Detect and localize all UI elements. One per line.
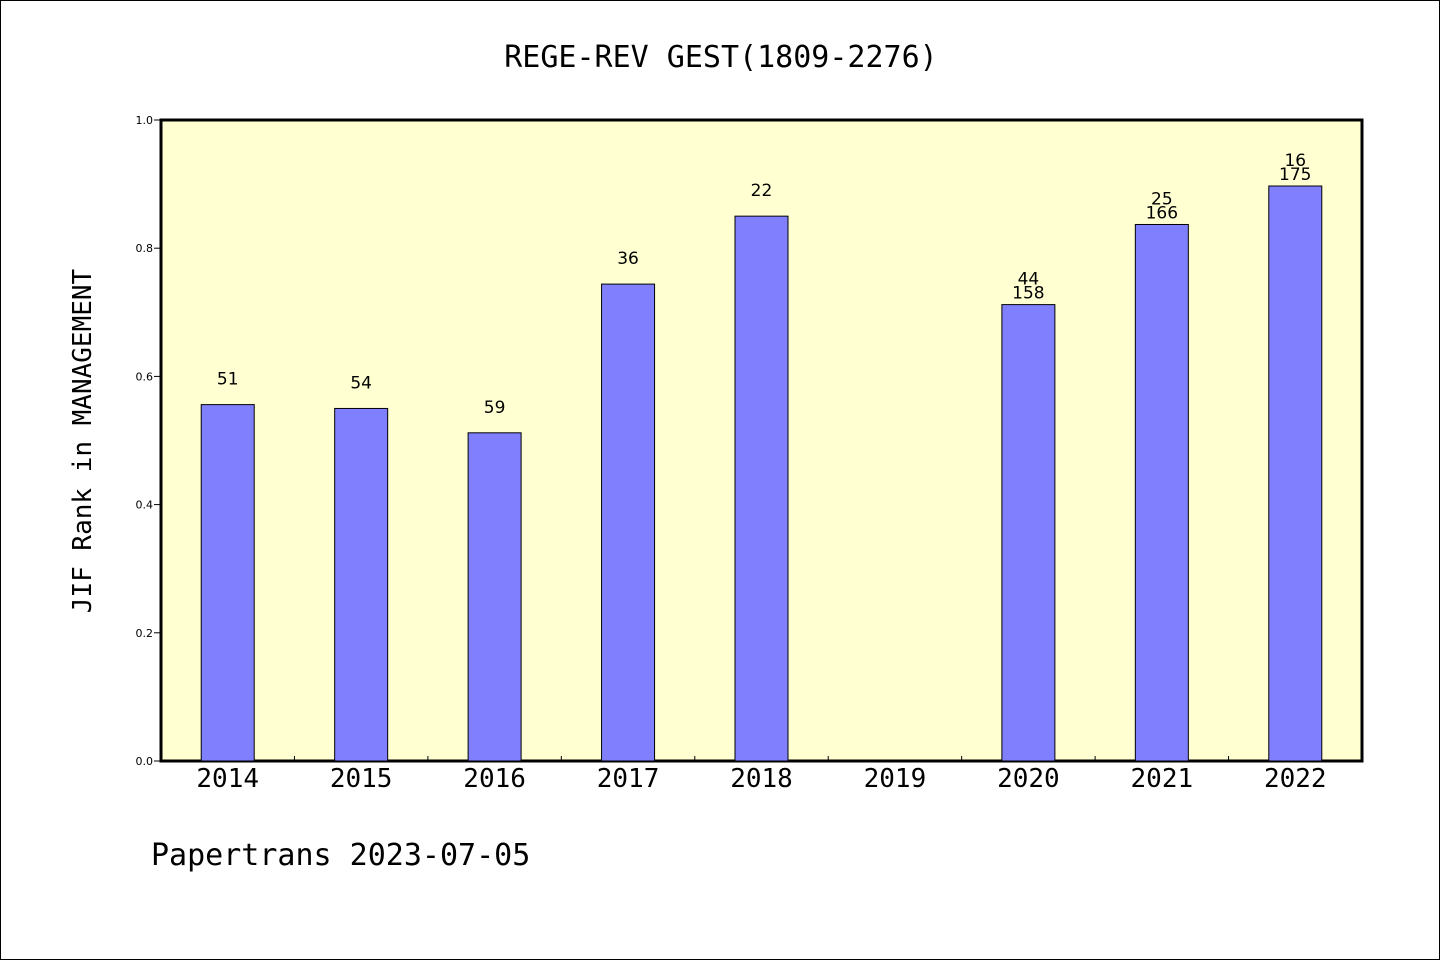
bar — [601, 283, 656, 762]
x-tick-label: 2021 — [1131, 764, 1194, 794]
x-tick-label: 2019 — [864, 764, 927, 794]
y-tick-label: 0.4 — [136, 499, 154, 512]
bar-data-label-rank: 25 — [1151, 189, 1173, 209]
bar-data-label-total: 175 — [1279, 165, 1311, 185]
y-axis-label: JIF Rank in MANAGEMENT — [68, 268, 98, 613]
y-tick-label: 0.2 — [136, 627, 154, 640]
bar-series — [200, 185, 1323, 762]
x-tick-label: 2015 — [330, 764, 393, 794]
footer-credit: Papertrans 2023-07-05 — [151, 838, 530, 873]
x-tick-label: 2022 — [1264, 764, 1327, 794]
bar-data-label: 36 — [617, 249, 639, 269]
bar-data-label-rank: 16 — [1284, 151, 1306, 171]
bar — [1268, 185, 1323, 762]
bar — [734, 215, 789, 762]
bar-data-label: 54 — [350, 373, 372, 393]
bar — [334, 407, 389, 762]
bar — [467, 432, 522, 762]
bar-data-label: 22 — [751, 181, 773, 201]
bar-data-label: 51 — [217, 370, 239, 390]
x-axis: 2014 2015 2016 2017 2018 2019 2020 2021 2022 — [196, 756, 1327, 794]
bar — [200, 404, 255, 762]
y-axis: 0.0 0.2 0.4 0.6 0.8 1.0 — [136, 114, 161, 768]
y-tick-label: 1.0 — [136, 114, 154, 127]
y-tick-label: 0.0 — [136, 755, 154, 768]
bar — [1134, 223, 1189, 762]
x-tick-label: 2017 — [597, 764, 660, 794]
x-tick-label: 2014 — [196, 764, 259, 794]
x-tick-label: 2018 — [730, 764, 793, 794]
y-tick-label: 0.6 — [136, 370, 154, 383]
x-tick-label: 2020 — [997, 764, 1060, 794]
bar-data-label-rank: 44 — [1018, 270, 1040, 290]
bar-data-label-total: 158 — [1012, 284, 1044, 304]
x-tick-label: 2016 — [463, 764, 526, 794]
bar-data-label-total: 166 — [1146, 203, 1178, 223]
y-tick-label: 0.8 — [136, 242, 154, 255]
chart-title: REGE-REV GEST(1809-2276) — [504, 40, 937, 75]
bar-data-label: 59 — [484, 398, 506, 418]
bar — [1001, 304, 1056, 762]
